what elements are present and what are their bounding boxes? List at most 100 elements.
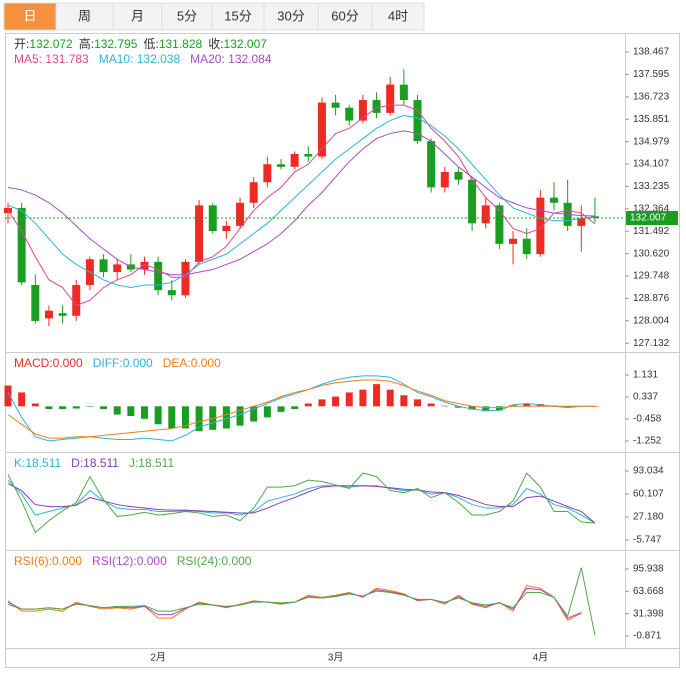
tab[interactable] [211,2,265,31]
series-line [7,472,595,534]
y-tick-label: 138.467 [633,47,670,58]
candle-body [249,182,258,203]
candle-body [577,218,586,226]
y-tick-label: 95.938 [633,564,664,575]
series-line [7,483,596,524]
legend-entry: DIFF:0.000 [93,356,153,370]
macd-bar [222,406,230,429]
legend-entry: MA5: 131.783 [14,52,89,66]
y-tick-label: 129.748 [633,271,670,282]
legend-entry: MACD:0.000 [14,356,83,370]
legend-value: 132.795 [94,37,138,51]
tab[interactable] [263,2,319,31]
legend-entry: RSI(6):0.000 [14,554,82,568]
candle-body [550,197,558,203]
macd-bar [236,406,244,426]
y-tick-label: 0.337 [633,392,658,403]
tab-label[interactable]: 周 [78,8,91,23]
candle-body [468,179,477,224]
macd-bar [86,406,94,407]
macd-bar [373,384,381,407]
y-tick-label: 127.132 [633,338,670,349]
y-tick-label: 27.180 [633,512,664,523]
candle-body [440,171,449,188]
macd-bar [277,406,285,412]
candle-body [44,310,53,319]
macd-bar [59,406,67,410]
candle-body [236,202,245,226]
series-line [7,567,596,636]
tab-label[interactable]: 60分 [331,8,358,23]
y-tick-label: 131.492 [633,226,670,237]
legend-label: 高: [79,36,94,51]
macd-bar [454,406,462,408]
y-tick-label: 134.107 [633,159,670,170]
candle-body [208,205,217,232]
tab[interactable] [317,2,373,31]
macd-bar [482,406,490,412]
legend-entry: DEA:0.000 [163,356,221,370]
tab[interactable] [55,2,114,31]
macd-bar [154,406,162,425]
macd-bar [31,403,39,407]
y-tick-label: -5.747 [633,535,662,546]
macd-bar [441,405,449,407]
y-tick-label: 60.107 [633,489,664,500]
tab-label[interactable]: 日 [23,8,36,23]
candle-body [154,261,163,291]
legend-entry: RSI(24):0.000 [177,554,252,568]
candle-body [495,205,504,244]
macd-bar [263,406,271,418]
x-tick-label: 3月 [328,652,344,664]
tab[interactable] [371,2,425,31]
tab-label[interactable]: 月 [131,8,144,23]
series-line [7,104,596,307]
macd-bar [45,406,53,410]
candle-body [372,100,381,113]
macd-bar [414,399,421,407]
y-tick-label: -0.458 [633,414,662,425]
legend-value: 132.007 [224,37,268,51]
candle-body [590,216,599,219]
macd-bar [291,406,299,410]
macd-bar [209,406,217,430]
macd-bar [332,396,340,407]
tab-label[interactable]: 30分 [277,8,304,23]
legend-value: 132.072 [29,37,73,51]
y-tick-label: 130.620 [633,248,670,259]
series-line [7,130,595,276]
candle-body [167,290,176,296]
macd-bar [4,385,12,407]
candle-body [536,197,545,255]
tab[interactable] [161,2,213,31]
candle-body [509,238,518,244]
y-tick-label: 135.851 [633,114,670,125]
y-tick-label: 133.235 [633,181,670,192]
legend-entry: MA10: 132.038 [99,52,181,66]
candle-body [222,225,231,232]
tab-label[interactable]: 15分 [224,8,251,23]
y-tick-label: 128.004 [633,315,670,326]
last-price-label: 132.007 [630,213,667,224]
macd-bar [345,392,353,407]
macd-bar [495,406,503,411]
tab-label[interactable]: 4时 [388,8,408,23]
candle-body [4,207,12,214]
series-line [7,379,595,439]
tab-label[interactable]: 5分 [177,8,197,23]
tab[interactable] [3,2,57,31]
macd-bar [127,406,135,416]
candle-body [113,264,122,273]
y-tick-label: 63.668 [633,586,664,597]
macd-bar [386,389,394,407]
macd-bar [181,406,189,429]
macd-bar [509,404,517,407]
legend-entry: K:18.511 [14,456,61,470]
macd-bar [18,392,26,407]
candle-body [454,171,463,180]
macd-bar [100,406,108,410]
macd-bar [113,406,121,415]
macd-bar [168,406,176,429]
